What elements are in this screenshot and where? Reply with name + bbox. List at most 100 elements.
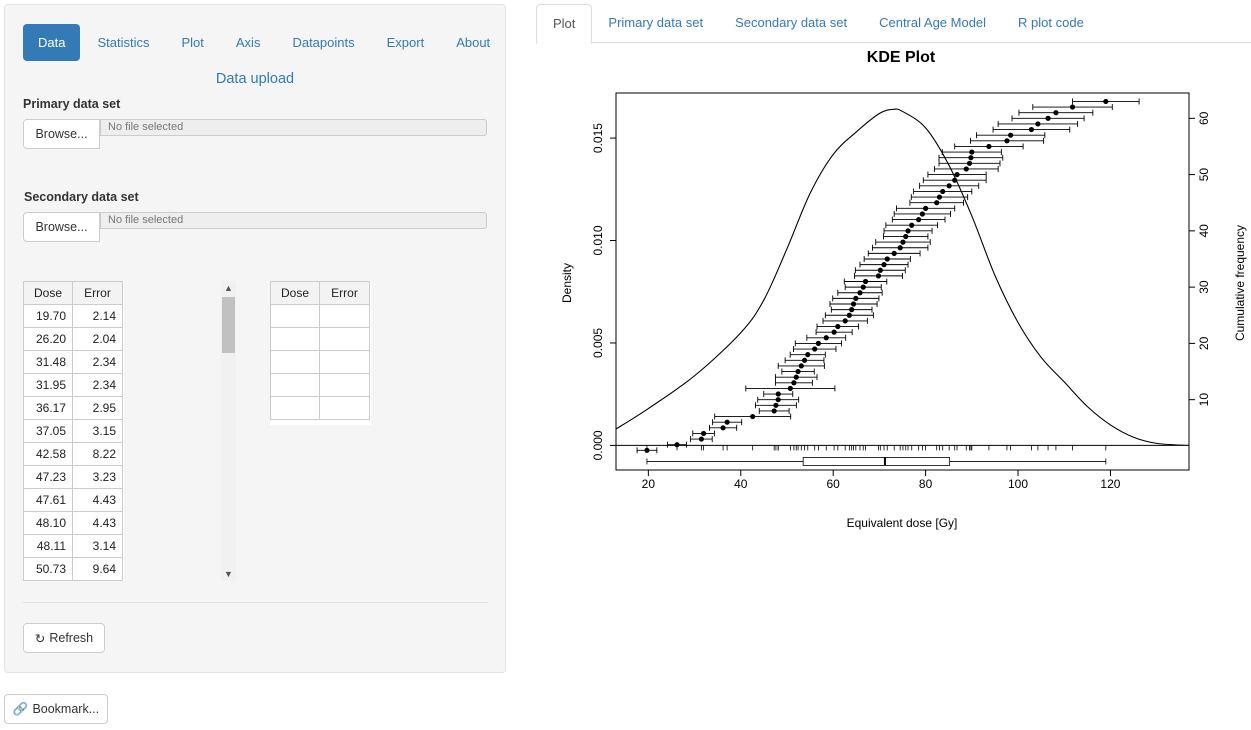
data-point (1035, 121, 1041, 127)
bookmark-button[interactable]: 🔗 Bookmark... (4, 694, 108, 724)
data-point (853, 295, 859, 301)
data-point (952, 177, 958, 183)
table-row: 31.48 2.34 (23, 350, 123, 374)
data-point (884, 256, 890, 262)
dose-cell[interactable]: 26.20 (23, 327, 73, 351)
dose-cell[interactable]: 31.48 (23, 350, 73, 374)
error-cell[interactable]: 2.14 (72, 304, 123, 328)
tab-r-plot-code[interactable]: R plot code (1018, 15, 1084, 30)
secondary-data-table[interactable]: Dose Error (270, 281, 371, 425)
error-cell[interactable]: 3.14 (72, 534, 123, 558)
scroll-up-icon[interactable]: ▲ (224, 283, 233, 293)
scroll-down-icon[interactable]: ▼ (224, 569, 233, 579)
y-axis-label: Density (560, 263, 574, 303)
y2-tick-label: 10 (1197, 393, 1211, 407)
x-tick-label: 60 (827, 477, 841, 491)
refresh-button[interactable]: ↻ Refresh (23, 623, 105, 653)
chart-title: KDE Plot (867, 49, 936, 66)
data-point (923, 205, 929, 211)
dose-cell[interactable]: 19.70 (23, 304, 73, 328)
data-point (787, 385, 793, 392)
dose-cell[interactable] (270, 350, 320, 374)
data-point (771, 408, 777, 414)
table-row: 31.95 2.34 (23, 373, 123, 397)
secondary-browse-button[interactable]: Browse... (23, 212, 100, 242)
primary-file-input[interactable]: Browse... No file selected (23, 119, 487, 149)
dose-cell[interactable]: 50.73 (23, 557, 73, 581)
primary-data-table[interactable]: Dose Error 19.70 2.14 26.20 2.04 31.48 2.34 31… (23, 281, 124, 581)
dose-cell[interactable] (270, 373, 320, 397)
primary-data-label: Primary data set (23, 97, 121, 111)
y-tick-label: 0.015 (591, 123, 605, 153)
x-tick-label: 40 (734, 477, 748, 491)
error-cell[interactable] (319, 350, 370, 374)
dose-cell[interactable]: 47.61 (23, 488, 73, 512)
nav-pill-datapoints[interactable]: Datapoints (292, 35, 355, 50)
error-cell[interactable]: 3.23 (72, 465, 123, 489)
x-tick-label: 20 (642, 477, 656, 491)
error-cell[interactable]: 4.43 (72, 488, 123, 512)
scroll-thumb[interactable] (222, 297, 235, 353)
error-cell[interactable]: 2.34 (72, 373, 123, 397)
dose-cell[interactable]: 37.05 (23, 419, 73, 443)
table-row: 48.10 4.43 (23, 511, 123, 535)
dose-cell[interactable] (270, 396, 320, 420)
error-cell[interactable]: 4.43 (72, 511, 123, 535)
error-cell[interactable]: 8.22 (72, 442, 123, 466)
data-point (936, 194, 943, 200)
dose-cell[interactable]: 47.23 (23, 465, 73, 489)
data-point (750, 413, 756, 420)
tab-central-age-model[interactable]: Central Age Model (879, 15, 987, 30)
data-point (1028, 126, 1035, 133)
secondary-file-input[interactable]: Browse... No file selected (23, 212, 487, 242)
nav-pill-export[interactable]: Export (386, 35, 425, 50)
dose-cell[interactable]: 31.95 (23, 373, 73, 397)
table-scrollbar[interactable]: ▲ ▼ (221, 281, 236, 581)
error-cell[interactable] (319, 373, 370, 397)
dose-cell[interactable] (270, 304, 320, 328)
y-tick-label: 0.000 (591, 430, 605, 460)
nav-pill-data[interactable]: Data (23, 24, 81, 61)
dose-header: Dose (270, 281, 320, 305)
error-cell[interactable]: 9.64 (72, 557, 123, 581)
error-cell[interactable]: 2.95 (72, 396, 123, 420)
error-cell[interactable]: 2.04 (72, 327, 123, 351)
error-cell[interactable]: 2.34 (72, 350, 123, 374)
nav-pill-statistics[interactable]: Statistics (97, 35, 150, 50)
data-point (700, 430, 707, 437)
primary-browse-button[interactable]: Browse... (23, 119, 100, 149)
table-row (270, 373, 370, 397)
data-point (919, 211, 925, 217)
y-tick-label: 0.005 (591, 328, 605, 358)
tab-plot[interactable]: Plot (536, 4, 593, 44)
data-point (1069, 104, 1076, 110)
error-header: Error (72, 281, 123, 305)
error-cell[interactable]: 3.15 (72, 419, 123, 443)
error-cell[interactable] (319, 327, 370, 351)
x-axis-label: Equivalent dose [Gy] (847, 516, 958, 530)
data-point (857, 290, 863, 296)
data-point (849, 307, 855, 313)
nav-pill-about[interactable]: About (456, 35, 491, 50)
dose-cell[interactable]: 36.17 (23, 396, 73, 420)
data-point (775, 397, 781, 403)
refresh-label: Refresh (49, 631, 94, 645)
data-point (900, 239, 906, 245)
nav-pill-axis[interactable]: Axis (235, 35, 261, 50)
data-point (903, 233, 909, 240)
tab-secondary-data-set[interactable]: Secondary data set (735, 15, 848, 30)
dose-cell[interactable]: 48.11 (23, 534, 73, 558)
y2-tick-label: 40 (1197, 224, 1211, 238)
secondary-data-label: Secondary data set (24, 190, 139, 204)
table-row (270, 396, 370, 420)
kde-chart: KDE Plot Equivalent dose [Gy] Density Cu… (560, 49, 1247, 530)
dose-cell[interactable] (270, 327, 320, 351)
error-cell[interactable] (319, 304, 370, 328)
nav-pill-plot[interactable]: Plot (181, 35, 204, 50)
dose-cell[interactable]: 48.10 (23, 511, 73, 535)
dose-cell[interactable]: 42.58 (23, 442, 73, 466)
table-row (270, 327, 370, 351)
data-point (934, 200, 940, 206)
error-cell[interactable] (319, 396, 370, 420)
tab-primary-data-set[interactable]: Primary data set (608, 15, 704, 30)
